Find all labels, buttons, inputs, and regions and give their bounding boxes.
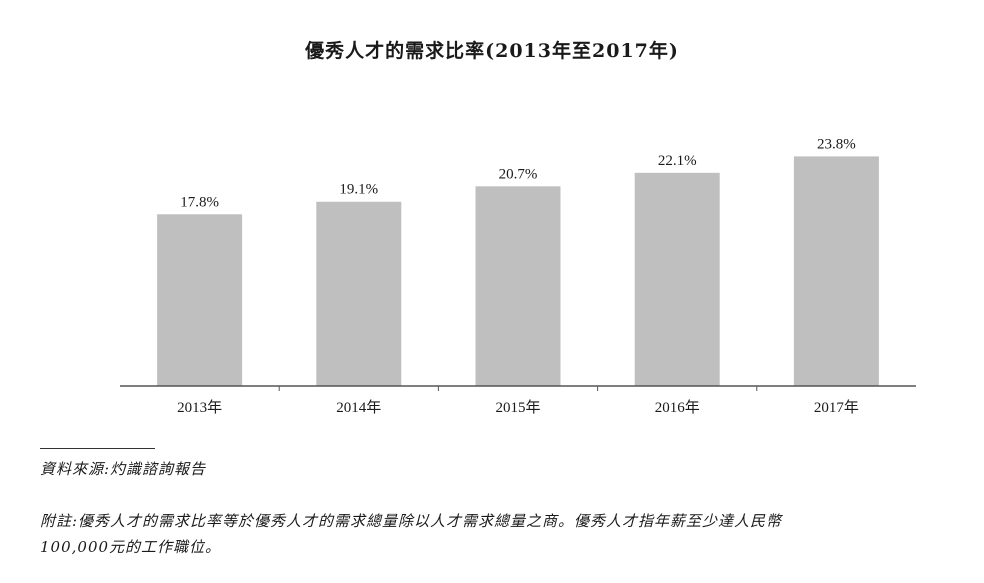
bar-chart: 17.8% 19.1% 20.7% 22.1% 23.8% 2013年 2014年 2015… <box>120 136 916 416</box>
tick-labels-group: 2013年 2014年 2015年 2016年 2017年 <box>177 386 859 416</box>
data-labels-group: 17.8% 19.1% 20.7% 22.1% 23.8% <box>180 136 856 210</box>
bar-2015年 <box>475 186 561 386</box>
data-label-2016年: 22.1% <box>658 153 697 169</box>
tick-label-2013年: 2013年 <box>177 399 222 416</box>
tick-label-2014年: 2014年 <box>336 399 381 416</box>
bars-group <box>157 156 879 386</box>
data-label-2017年: 23.8% <box>817 136 856 152</box>
bar-2016年 <box>634 172 720 386</box>
footnote-line-2: 100,000元的工作職位。 <box>40 538 222 556</box>
footnote-line-1: 附註:優秀人才的需求比率等於優秀人才的需求總量除以人才需求總量之商。優秀人才指年… <box>40 512 783 530</box>
tick-label-2015年: 2015年 <box>495 399 540 416</box>
source-text: 資料來源:灼識諮詢報告 <box>40 460 207 478</box>
data-label-2014年: 19.1% <box>339 182 378 198</box>
footnote: 附註:優秀人才的需求比率等於優秀人才的需求總量除以人才需求總量之商。優秀人才指年… <box>40 508 960 560</box>
bar-2017年 <box>793 156 879 386</box>
tick-label-2016年: 2016年 <box>655 399 700 416</box>
tick-label-2017年: 2017年 <box>814 399 859 416</box>
source-divider <box>40 448 155 449</box>
bar-2013年 <box>157 214 243 386</box>
bar-2014年 <box>316 201 402 386</box>
chart-title: 優秀人才的需求比率(2013年至2017年) <box>305 40 679 62</box>
data-label-2015年: 20.7% <box>499 166 538 182</box>
data-label-2013年: 17.8% <box>180 194 219 210</box>
